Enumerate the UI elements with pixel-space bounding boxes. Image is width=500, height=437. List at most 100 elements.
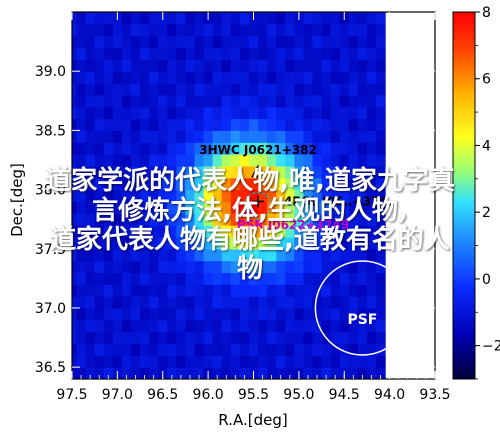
heatmap-cell — [258, 71, 268, 84]
heatmap-cell — [149, 296, 159, 309]
heatmap-cell — [321, 35, 332, 49]
heatmap-cell — [366, 343, 377, 356]
heatmap-cell — [339, 213, 350, 226]
heatmap-cell — [94, 213, 105, 226]
heatmap-cell — [85, 59, 96, 72]
heatmap-cell — [149, 225, 159, 238]
heatmap-cell — [140, 47, 150, 60]
heatmap-cell — [112, 307, 123, 321]
heatmap-cell — [294, 319, 305, 333]
heatmap-cell — [357, 307, 368, 321]
heatmap-cell — [285, 319, 295, 333]
heatmap-cell — [321, 130, 332, 143]
heatmap-cell — [158, 296, 168, 309]
heatmap-cell — [312, 236, 323, 250]
heatmap-cell — [130, 71, 141, 84]
x-axis-title: R.A.[deg] — [218, 411, 287, 429]
heatmap-cell — [221, 355, 232, 368]
heatmap-cell — [72, 225, 78, 238]
heatmap-cell — [212, 189, 223, 203]
heatmap-cell — [112, 94, 123, 108]
heatmap-cell — [185, 272, 196, 285]
heatmap-cell — [167, 189, 177, 203]
heatmap-cell — [130, 319, 141, 333]
heatmap-cell — [285, 236, 295, 250]
heatmap-cell — [221, 165, 232, 179]
heatmap-cell — [167, 94, 177, 108]
heatmap-cell — [221, 225, 232, 238]
heatmap-cell — [221, 12, 232, 13]
heatmap-cell — [212, 71, 223, 84]
heatmap-cell — [176, 355, 187, 368]
heatmap-cell — [258, 59, 268, 72]
heatmap-cell — [112, 12, 123, 13]
heatmap-cell — [357, 331, 368, 345]
heatmap-cell — [158, 307, 168, 321]
heatmap-cell — [276, 23, 286, 37]
heatmap-cell — [121, 367, 132, 379]
heatmap-cell — [58, 261, 68, 273]
heatmap-cell — [294, 189, 305, 203]
heatmap-cell — [94, 165, 105, 179]
heatmap-cell — [366, 165, 377, 179]
heatmap-cell — [321, 343, 332, 356]
heatmap-cell — [203, 94, 214, 108]
heatmap-cell — [176, 201, 187, 214]
heatmap-cell — [303, 59, 314, 72]
heatmap-cell — [167, 319, 177, 333]
heatmap-cell — [158, 165, 168, 179]
heatmap-cell — [203, 331, 214, 345]
heatmap-cell — [285, 154, 295, 167]
heatmap-cell — [294, 260, 305, 274]
heatmap-cell — [366, 106, 377, 120]
heatmap-cell — [230, 106, 241, 120]
heatmap-cell — [331, 0, 341, 1]
heatmap-cell — [112, 319, 123, 333]
heatmap-cell — [330, 201, 341, 214]
heatmap-cell — [130, 106, 141, 120]
heatmap-cell — [203, 142, 214, 155]
heatmap-cell — [94, 142, 105, 155]
heatmap-cell — [72, 307, 78, 321]
heatmap-cell — [285, 130, 295, 143]
heatmap-cell — [203, 35, 214, 49]
heatmap-cell — [239, 248, 250, 262]
heatmap-cell — [258, 106, 268, 120]
heatmap-cell — [285, 47, 295, 60]
heatmap-cell — [357, 177, 368, 191]
heatmap-cell — [358, 0, 368, 1]
heatmap-cell — [103, 106, 114, 120]
heatmap-cell — [194, 201, 205, 214]
heatmap-cell — [258, 12, 268, 13]
heatmap-cell — [376, 355, 386, 368]
heatmap-cell — [140, 189, 150, 203]
heatmap-cell — [285, 201, 295, 214]
heatmap-cell — [112, 154, 123, 167]
heatmap-cell — [167, 260, 177, 274]
heatmap-cell — [321, 260, 332, 274]
heatmap-cell — [267, 154, 277, 167]
heatmap-cell — [258, 0, 268, 1]
heatmap-cell — [176, 272, 187, 285]
heatmap-cell — [321, 71, 332, 84]
heatmap-cell — [276, 236, 286, 250]
heatmap-cell — [376, 225, 386, 238]
heatmap-cell — [176, 165, 187, 179]
heatmap-cell — [158, 23, 168, 37]
heatmap-cell — [285, 272, 295, 285]
heatmap-cell — [294, 94, 305, 108]
heatmap-cell — [185, 331, 196, 345]
heatmap-cell — [76, 177, 87, 191]
heatmap-cell — [58, 95, 68, 107]
heatmap-cell — [167, 355, 177, 368]
heatmap-cell — [194, 12, 205, 13]
heatmap-cell — [348, 142, 359, 155]
heatmap-cell — [312, 284, 323, 297]
heatmap-cell — [203, 130, 214, 143]
heatmap-cell — [230, 307, 241, 321]
heatmap-cell — [321, 106, 332, 120]
heatmap-cell — [86, 0, 96, 1]
heatmap-cell — [366, 272, 377, 285]
heatmap-cell — [72, 260, 78, 274]
heatmap-cell — [221, 47, 232, 60]
